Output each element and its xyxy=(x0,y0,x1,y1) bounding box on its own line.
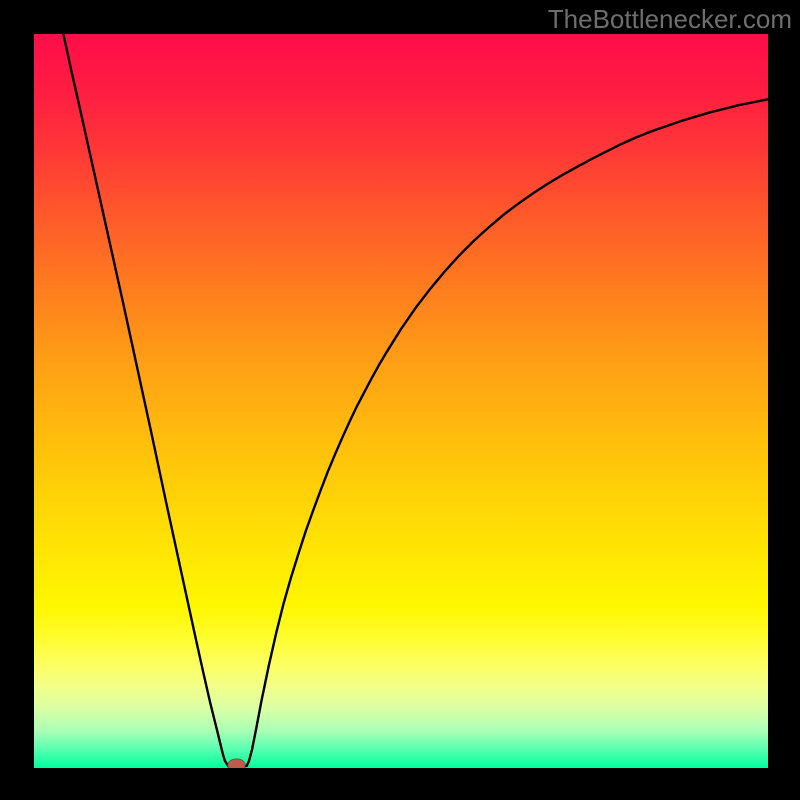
source-credit: TheBottlenecker.com xyxy=(548,4,792,35)
plot-area xyxy=(34,34,768,768)
chart-stage: TheBottlenecker.com xyxy=(0,0,800,800)
plot-svg xyxy=(34,34,768,768)
